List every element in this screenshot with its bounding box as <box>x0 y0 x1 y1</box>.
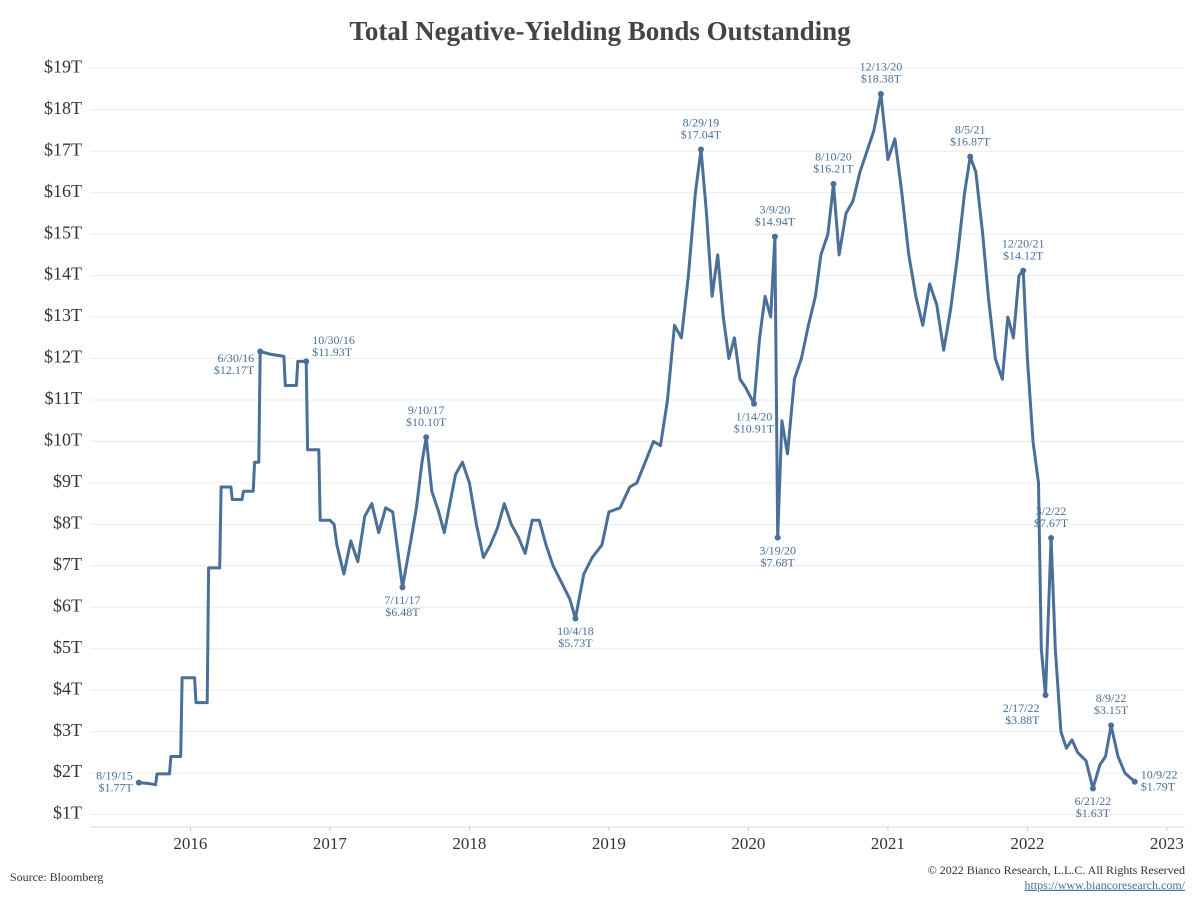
annotation-dot <box>135 779 142 786</box>
y-tick-label: $17T <box>44 139 82 159</box>
annotation-date: 8/5/21 <box>955 122 986 136</box>
annotation-date: 10/4/18 <box>557 624 594 638</box>
annotation-label: $17.04T <box>681 127 722 141</box>
y-tick-label: $11T <box>45 388 82 408</box>
annotation-label: $12.17T <box>214 363 255 377</box>
annotation-label: $3.88T <box>1005 713 1040 727</box>
annotation-dot <box>1020 267 1027 274</box>
annotation-date: 1/14/20 <box>736 409 773 423</box>
annotation-date: 8/29/19 <box>683 115 720 129</box>
x-tick-label: 2019 <box>592 834 626 853</box>
annotation-label: $10.10T <box>406 415 447 429</box>
annotation-date: 6/21/22 <box>1075 794 1112 808</box>
annotation-dot <box>750 400 757 407</box>
chart-title: Total Negative-Yielding Bonds Outstandin… <box>349 16 851 46</box>
x-tick-label: 2022 <box>1010 834 1044 853</box>
annotation-dot <box>771 233 778 240</box>
y-tick-label: $3T <box>53 720 82 740</box>
annotation-dot <box>877 90 884 97</box>
annotation-dot <box>399 584 406 591</box>
annotation-label: $1.79T <box>1141 780 1176 794</box>
y-tick-label: $16T <box>44 181 82 201</box>
annotation-date: 12/13/20 <box>860 60 903 74</box>
annotation-label: $7.67T <box>1034 516 1069 530</box>
y-tick-label: $12T <box>44 347 82 367</box>
y-tick-label: $19T <box>44 56 82 76</box>
annotation-label: $14.12T <box>1003 248 1044 262</box>
y-tick-label: $4T <box>53 678 82 698</box>
annotation-label: $16.87T <box>950 134 991 148</box>
x-tick-label: 2016 <box>173 834 207 853</box>
annotation-date: 8/9/22 <box>1096 691 1127 705</box>
annotation-label: $5.73T <box>558 636 593 650</box>
annotation-label: $6.48T <box>385 605 420 619</box>
annotation-date: 8/10/20 <box>815 150 852 164</box>
annotation-label: $11.93T <box>312 345 353 359</box>
annotation-date: 2/17/22 <box>1003 701 1040 715</box>
y-tick-label: $7T <box>53 554 82 574</box>
annotation-label: $1.63T <box>1076 806 1111 820</box>
annotation-label: $1.77T <box>98 780 133 794</box>
y-tick-label: $6T <box>53 595 82 615</box>
y-tick-label: $15T <box>44 222 82 242</box>
y-tick-label: $10T <box>44 430 82 450</box>
annotation-dot <box>572 615 579 622</box>
y-tick-label: $18T <box>44 98 82 118</box>
x-tick-label: 2023 <box>1150 834 1184 853</box>
y-tick-label: $14T <box>44 264 82 284</box>
y-tick-label: $9T <box>53 471 82 491</box>
annotation-dot <box>1048 535 1055 542</box>
annotation-dot <box>697 146 704 153</box>
annotation-label: $3.15T <box>1094 703 1129 717</box>
x-tick-label: 2021 <box>871 834 905 853</box>
annotation-date: 3/9/20 <box>760 202 791 216</box>
annotation-label: $7.68T <box>761 555 796 569</box>
annotation-label: $14.94T <box>755 214 796 228</box>
y-tick-label: $2T <box>53 761 82 781</box>
annotation-label: $16.21T <box>813 162 854 176</box>
annotation-dot <box>303 358 310 365</box>
annotation-label: $18.38T <box>861 72 902 86</box>
y-tick-label: $13T <box>44 305 82 325</box>
annotation-dot <box>774 534 781 541</box>
annotation-date: 12/20/21 <box>1002 236 1045 250</box>
annotation-date: 9/10/17 <box>408 403 445 417</box>
url[interactable]: https://www.biancoresearch.com/ <box>1024 878 1185 892</box>
annotation-dot <box>1131 778 1138 785</box>
annotation-date: 3/2/22 <box>1036 504 1067 518</box>
x-tick-label: 2017 <box>313 834 348 853</box>
annotation-date: 8/19/15 <box>96 768 133 782</box>
copyright: © 2022 Bianco Research, L.L.C. All Right… <box>928 863 1185 877</box>
annotation-date: 6/30/16 <box>218 351 255 365</box>
annotation-date: 10/9/22 <box>1141 768 1178 782</box>
annotation-dot <box>257 348 264 355</box>
annotation-date: 3/19/20 <box>759 543 796 557</box>
annotation-date: 7/11/17 <box>384 593 420 607</box>
annotation-dot <box>967 153 974 160</box>
annotation-dot <box>1089 785 1096 792</box>
annotation-dot <box>1042 692 1049 699</box>
y-tick-label: $5T <box>53 637 82 657</box>
series-line <box>138 92 1136 790</box>
annotation-dot <box>423 434 430 441</box>
x-tick-label: 2018 <box>452 834 486 853</box>
annotation-label: $10.91T <box>734 421 775 435</box>
source: Source: Bloomberg <box>10 870 103 884</box>
x-tick-label: 2020 <box>731 834 765 853</box>
y-tick-label: $1T <box>53 803 82 823</box>
annotation-date: 10/30/16 <box>312 333 355 347</box>
annotation-dot <box>1108 722 1115 729</box>
annotation-dot <box>830 180 837 187</box>
y-tick-label: $8T <box>53 512 82 532</box>
